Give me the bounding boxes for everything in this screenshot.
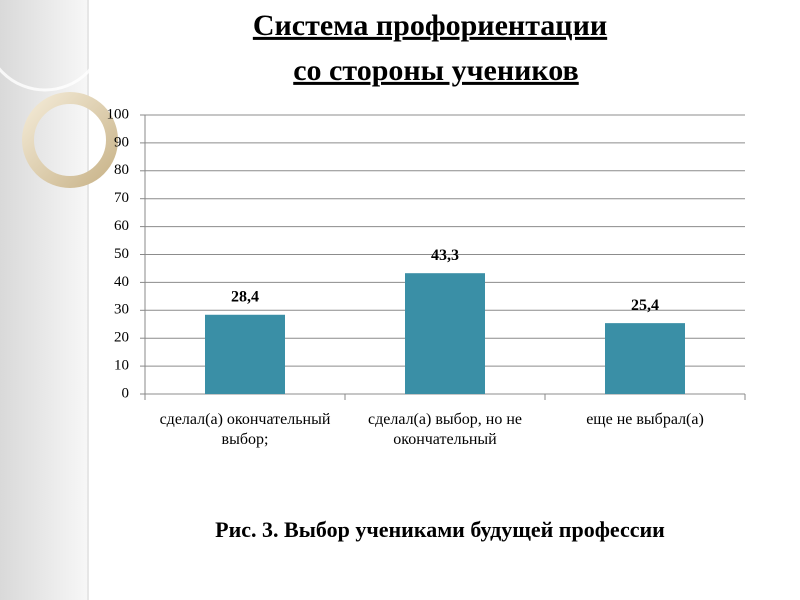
deco-ring [0, 0, 107, 92]
caption: Рис. 3. Выбор учениками будущей професси… [215, 517, 665, 542]
y-tick-label: 70 [114, 190, 129, 206]
value-label: 25,4 [631, 297, 659, 314]
chart-title: Система профориентации [253, 9, 607, 42]
y-tick-label: 20 [114, 330, 129, 346]
y-tick-label: 0 [122, 385, 130, 401]
y-tick-label: 100 [107, 106, 130, 122]
y-tick-label: 10 [114, 358, 129, 374]
y-tick-label: 40 [114, 274, 129, 290]
x-tick-label: еще не выбрал(а) [586, 411, 704, 428]
deco-ring [22, 92, 118, 188]
y-tick-label: 50 [114, 246, 129, 262]
value-label: 43,3 [431, 247, 459, 264]
x-tick-label: сделал(а) окончательный выбор; [159, 411, 331, 448]
y-tick-label: 80 [114, 162, 129, 178]
chart-title: со стороны учеников [293, 54, 579, 87]
y-tick-label: 60 [114, 218, 129, 234]
bar [405, 273, 485, 394]
x-tick-label: сделал(а) выбор, но не окончательный [368, 411, 522, 448]
bar [605, 323, 685, 394]
y-tick-label: 90 [114, 134, 129, 150]
y-tick-label: 30 [114, 302, 129, 318]
value-label: 28,4 [231, 288, 259, 305]
bar [205, 314, 285, 394]
